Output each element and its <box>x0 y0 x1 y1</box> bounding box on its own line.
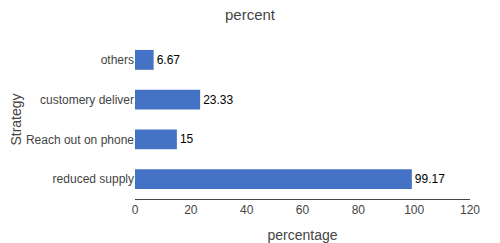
svg-text:reduced supply: reduced supply <box>53 172 134 186</box>
svg-text:percentage: percentage <box>267 227 337 243</box>
svg-text:80: 80 <box>352 203 366 217</box>
svg-text:15: 15 <box>180 132 194 146</box>
svg-text:6.67: 6.67 <box>157 53 181 67</box>
svg-text:customery deliver: customery deliver <box>40 93 134 107</box>
svg-text:others: others <box>101 53 134 67</box>
svg-text:120: 120 <box>460 203 480 217</box>
svg-text:0: 0 <box>132 203 139 217</box>
svg-text:99.17: 99.17 <box>415 172 445 186</box>
svg-text:percent: percent <box>225 6 276 23</box>
svg-text:Reach out on phone: Reach out on phone <box>26 133 134 147</box>
svg-text:60: 60 <box>296 203 310 217</box>
svg-text:100: 100 <box>404 203 424 217</box>
svg-text:40: 40 <box>240 203 254 217</box>
svg-text:Strategy: Strategy <box>8 93 24 145</box>
svg-text:20: 20 <box>184 203 198 217</box>
svg-text:23.33: 23.33 <box>203 93 233 107</box>
